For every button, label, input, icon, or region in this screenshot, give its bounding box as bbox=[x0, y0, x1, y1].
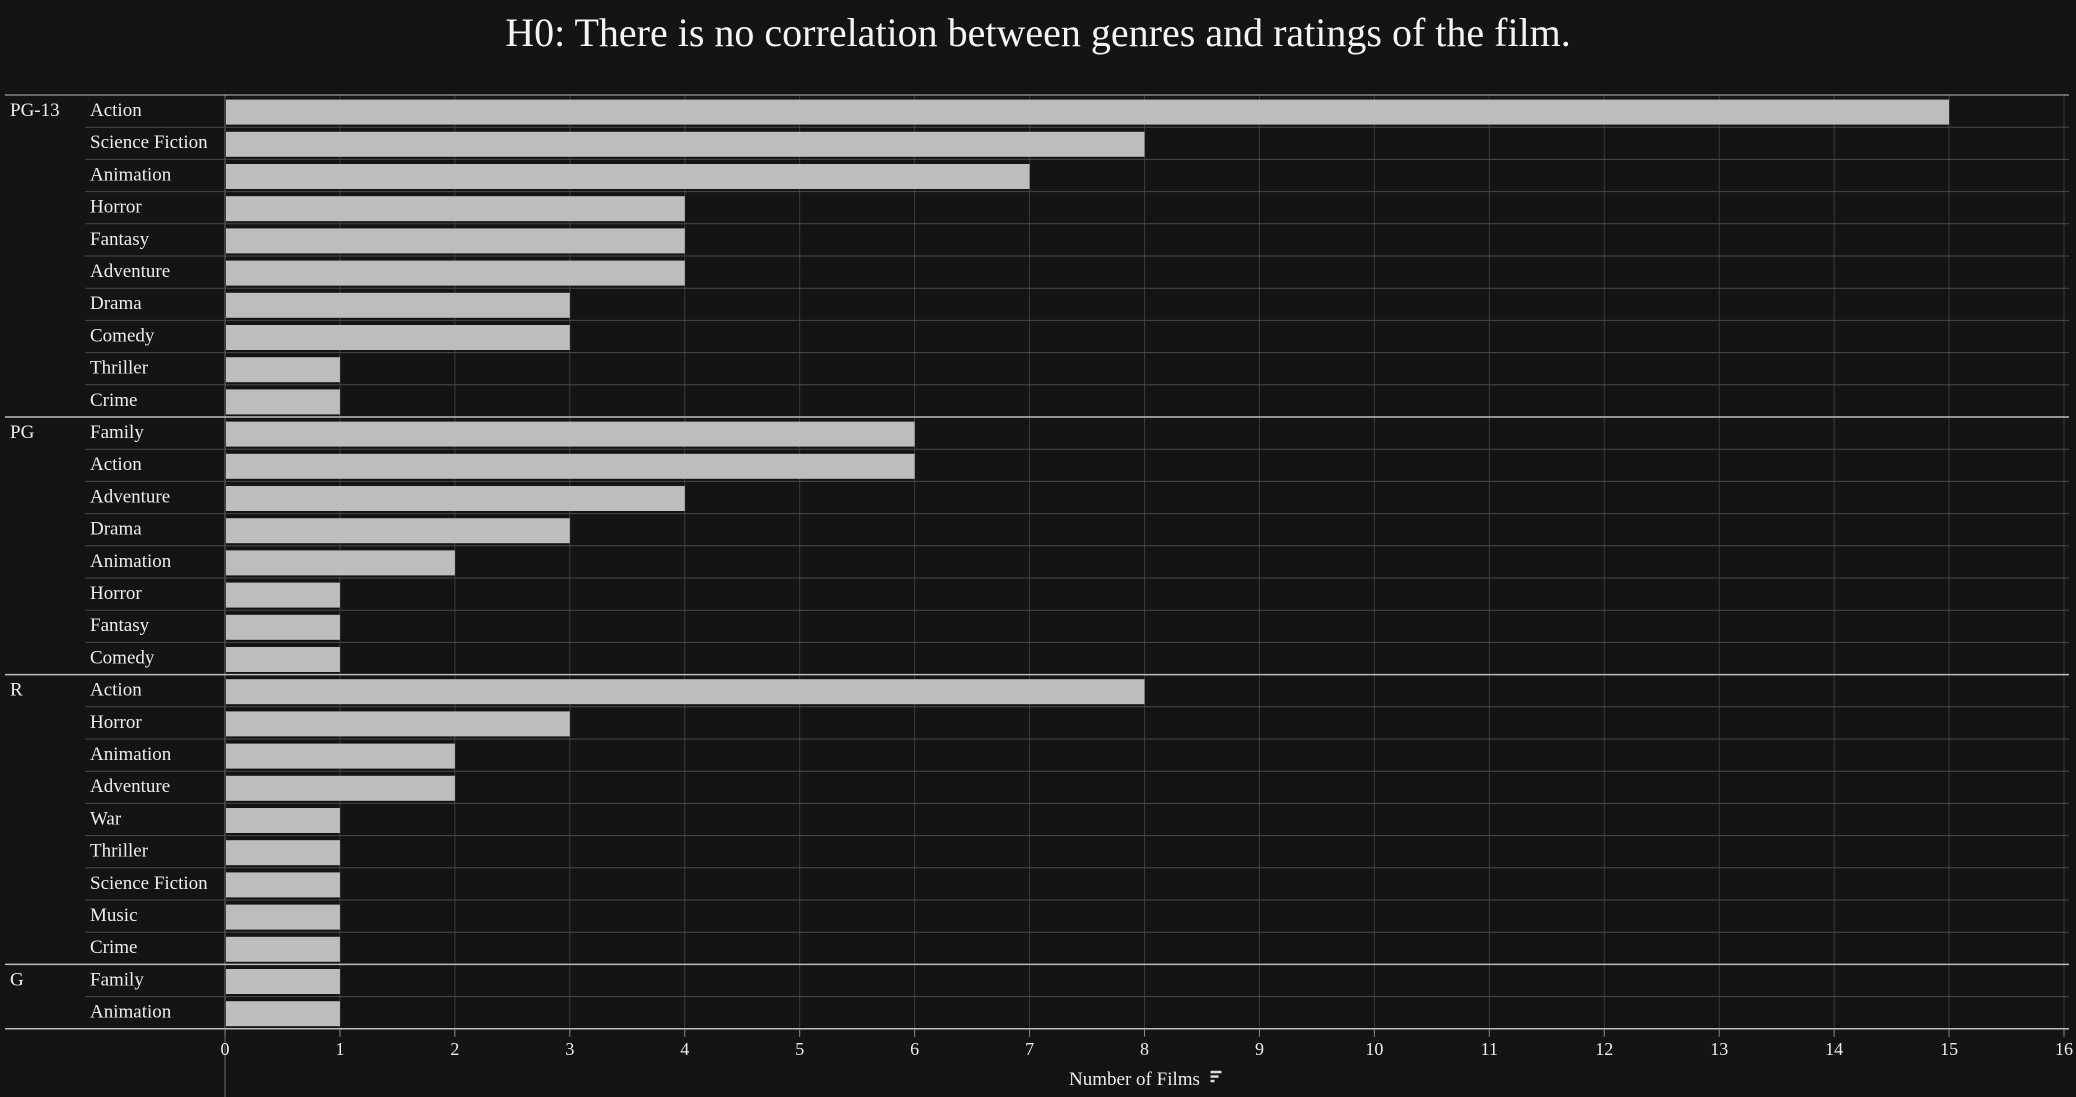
bar[interactable] bbox=[226, 131, 1145, 157]
bar[interactable] bbox=[226, 260, 685, 286]
genre-label: Adventure bbox=[90, 486, 170, 507]
x-tick-label: 14 bbox=[1825, 1039, 1843, 1059]
bar[interactable] bbox=[226, 679, 1145, 705]
bar[interactable] bbox=[226, 775, 455, 801]
chart-title: H0: There is no correlation between genr… bbox=[505, 10, 1571, 55]
bar[interactable] bbox=[226, 550, 455, 576]
x-tick-label: 16 bbox=[2055, 1039, 2073, 1059]
x-tick-label: 4 bbox=[680, 1039, 689, 1059]
bar[interactable] bbox=[226, 614, 340, 640]
x-tick-label: 6 bbox=[910, 1039, 919, 1059]
genre-label: Animation bbox=[90, 164, 172, 185]
genre-label: Music bbox=[90, 905, 138, 926]
rating-label: G bbox=[10, 969, 24, 990]
genre-label: Horror bbox=[90, 583, 142, 604]
genre-label: Comedy bbox=[90, 647, 155, 668]
genre-label: Family bbox=[90, 422, 144, 443]
genre-label: Drama bbox=[90, 519, 142, 540]
genre-label: Science Fiction bbox=[90, 132, 208, 153]
x-tick-label: 11 bbox=[1481, 1039, 1498, 1059]
x-tick-label: 15 bbox=[1940, 1039, 1958, 1059]
bar[interactable] bbox=[226, 99, 1950, 125]
bar[interactable] bbox=[226, 164, 1030, 189]
rating-label: PG-13 bbox=[10, 100, 60, 121]
genre-label: Adventure bbox=[90, 261, 170, 282]
genre-label: Drama bbox=[90, 293, 142, 314]
bar[interactable] bbox=[226, 711, 570, 737]
genre-label: Horror bbox=[90, 197, 142, 218]
x-tick-label: 2 bbox=[450, 1039, 459, 1059]
x-tick-label: 0 bbox=[221, 1039, 230, 1059]
x-tick-label: 9 bbox=[1255, 1039, 1264, 1059]
bar[interactable] bbox=[226, 582, 340, 608]
bar[interactable] bbox=[226, 743, 455, 769]
x-tick-label: 1 bbox=[335, 1039, 344, 1059]
genre-label: Thriller bbox=[90, 841, 149, 862]
sort-icon-bar bbox=[1210, 1075, 1219, 1078]
genre-label: War bbox=[90, 808, 122, 829]
bar[interactable] bbox=[226, 808, 340, 833]
genre-label: Animation bbox=[90, 551, 172, 572]
bar[interactable] bbox=[226, 1001, 340, 1027]
bar[interactable] bbox=[226, 969, 340, 994]
genre-label: Crime bbox=[90, 937, 138, 958]
rating-label: R bbox=[10, 680, 23, 701]
x-tick-label: 3 bbox=[565, 1039, 574, 1059]
genre-label: Thriller bbox=[90, 358, 149, 379]
genre-label: Crime bbox=[90, 390, 138, 411]
bar[interactable] bbox=[226, 453, 915, 479]
bar[interactable] bbox=[226, 904, 340, 930]
bar[interactable] bbox=[226, 228, 685, 254]
bar[interactable] bbox=[226, 292, 570, 318]
genre-label: Comedy bbox=[90, 325, 155, 346]
x-tick-label: 8 bbox=[1140, 1039, 1149, 1059]
x-tick-label: 7 bbox=[1025, 1039, 1034, 1059]
bar[interactable] bbox=[226, 872, 340, 898]
genre-label: Fantasy bbox=[90, 615, 150, 636]
x-tick-label: 10 bbox=[1365, 1039, 1383, 1059]
genre-label: Action bbox=[90, 100, 142, 121]
x-tick-label: 5 bbox=[795, 1039, 804, 1059]
genre-label: Adventure bbox=[90, 776, 170, 797]
bar[interactable] bbox=[226, 936, 340, 962]
x-axis-label: Number of Films bbox=[1069, 1069, 1200, 1090]
bar[interactable] bbox=[226, 647, 340, 672]
bar[interactable] bbox=[226, 486, 685, 511]
genre-label: Animation bbox=[90, 744, 172, 765]
genre-label: Action bbox=[90, 680, 142, 701]
x-tick-label: 12 bbox=[1595, 1039, 1613, 1059]
bar[interactable] bbox=[226, 357, 340, 383]
genre-label: Action bbox=[90, 454, 142, 475]
sort-icon[interactable] bbox=[1210, 1070, 1222, 1074]
bar[interactable] bbox=[226, 421, 915, 447]
bar[interactable] bbox=[226, 518, 570, 544]
x-tick-label: 13 bbox=[1710, 1039, 1728, 1059]
bar[interactable] bbox=[226, 196, 685, 222]
genre-label: Fantasy bbox=[90, 229, 150, 250]
bar[interactable] bbox=[226, 840, 340, 866]
genre-label: Science Fiction bbox=[90, 873, 208, 894]
bar[interactable] bbox=[226, 325, 570, 350]
sort-icon-bar bbox=[1210, 1079, 1215, 1083]
bar[interactable] bbox=[226, 389, 340, 415]
rating-label: PG bbox=[10, 422, 35, 443]
genre-label: Horror bbox=[90, 712, 142, 733]
genre-label: Animation bbox=[90, 1002, 172, 1023]
genre-label: Family bbox=[90, 969, 144, 990]
